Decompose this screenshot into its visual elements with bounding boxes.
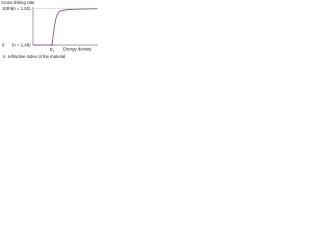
- footnote: n: refractive index of the material: [3, 54, 65, 59]
- y-bottom-value: 0: [2, 43, 5, 48]
- y-top-value: 100%: [2, 6, 13, 11]
- diagram: Cross-linking rate 100% (n = 1.52) 0 (n …: [0, 0, 100, 62]
- threshold-main: E: [50, 47, 53, 52]
- page: Cross-linking rate 100% (n = 1.52) 0 (n …: [0, 0, 320, 62]
- y-top-note: (n = 1.52): [12, 6, 31, 11]
- curve: [33, 8, 98, 46]
- title: Cross-linking rate: [1, 0, 35, 5]
- background: [0, 0, 100, 62]
- x-label: Energy density: [63, 47, 92, 52]
- threshold-sub: c: [53, 49, 55, 53]
- threshold-label: Ec: [50, 47, 55, 53]
- y-bottom-note: (n = 1.48): [12, 43, 31, 48]
